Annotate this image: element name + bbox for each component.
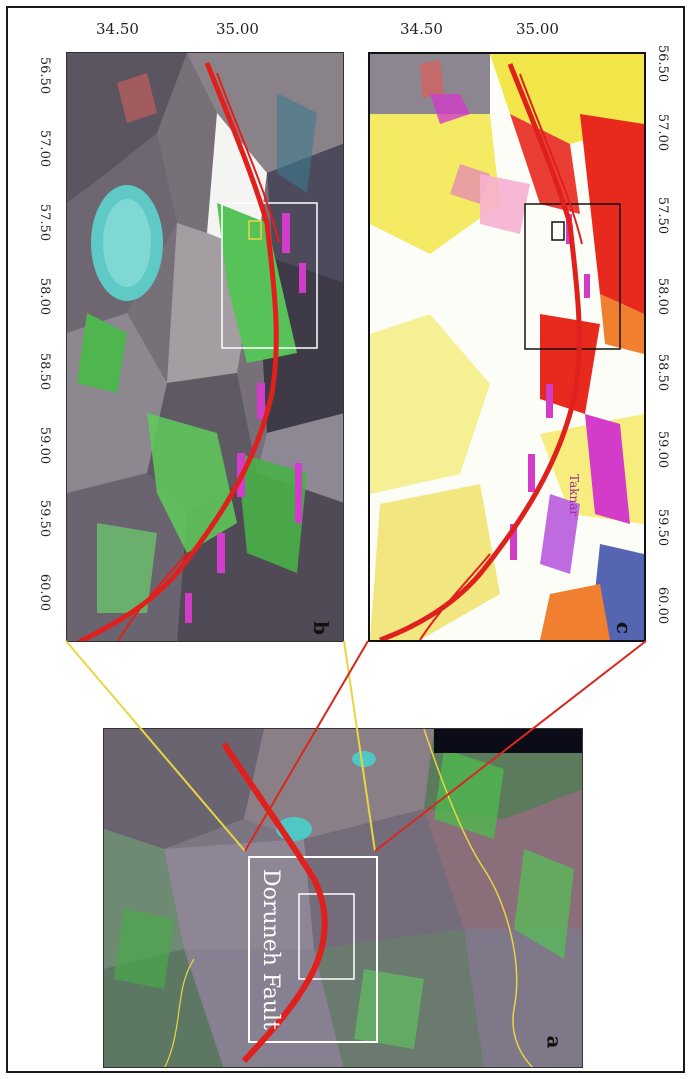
fault-trace: [75, 62, 279, 641]
lon-tick-59-50-b: 59.50: [37, 499, 53, 538]
lon-tick-58-50-b: 58.50: [37, 352, 53, 391]
lon-tick-58-00-c: 58.00: [655, 277, 671, 316]
study-area-box: [221, 202, 318, 349]
lon-tick-57-00-b: 57.00: [37, 129, 53, 168]
lon-tick-59-00-b: 59.00: [37, 426, 53, 465]
lon-tick-57-50-b: 57.50: [37, 203, 53, 242]
lon-tick-57-50-c: 57.50: [655, 196, 671, 235]
panel-b-satellite-map: [66, 52, 344, 642]
fault-trace-geology: [379, 63, 582, 640]
lat-tick-35-00-b: 35.00: [216, 20, 259, 38]
panel-a-overview-map: Doruneh Fault: [103, 728, 583, 1068]
figure-frame: Taknar: [6, 6, 685, 1073]
lon-tick-56-50-b: 56.50: [37, 56, 53, 95]
lat-tick-34-50-c: 34.50: [400, 20, 443, 38]
panel-c-geology-map: Taknar: [368, 52, 646, 642]
overview-fault-label: Doruneh Fault: [258, 869, 283, 1030]
lon-tick-60-00-b: 60.00: [37, 573, 53, 612]
panel-label-c: c: [612, 621, 637, 635]
lon-tick-58-50-c: 58.50: [655, 353, 671, 392]
overview-study-box: [248, 856, 378, 1043]
lon-tick-59-50-c: 59.50: [655, 508, 671, 547]
lon-tick-59-00-c: 59.00: [655, 430, 671, 469]
satellite-map-svg: [67, 53, 343, 641]
lon-tick-58-00-b: 58.00: [37, 277, 53, 316]
fault-annotation: Taknar: [567, 474, 581, 516]
lon-tick-56-50-c: 56.50: [655, 44, 671, 83]
panel-label-b: b: [308, 621, 333, 635]
lat-tick-34-50-b: 34.50: [96, 20, 139, 38]
study-area-box-black: [524, 203, 621, 350]
geology-map-svg: Taknar: [370, 54, 644, 640]
lon-tick-57-00-c: 57.00: [655, 113, 671, 152]
lat-tick-35-00-c: 35.00: [516, 20, 559, 38]
overview-map-svg: Doruneh Fault: [104, 729, 582, 1067]
panel-label-a: a: [542, 1035, 567, 1049]
lon-tick-60-00-c: 60.00: [655, 586, 671, 625]
